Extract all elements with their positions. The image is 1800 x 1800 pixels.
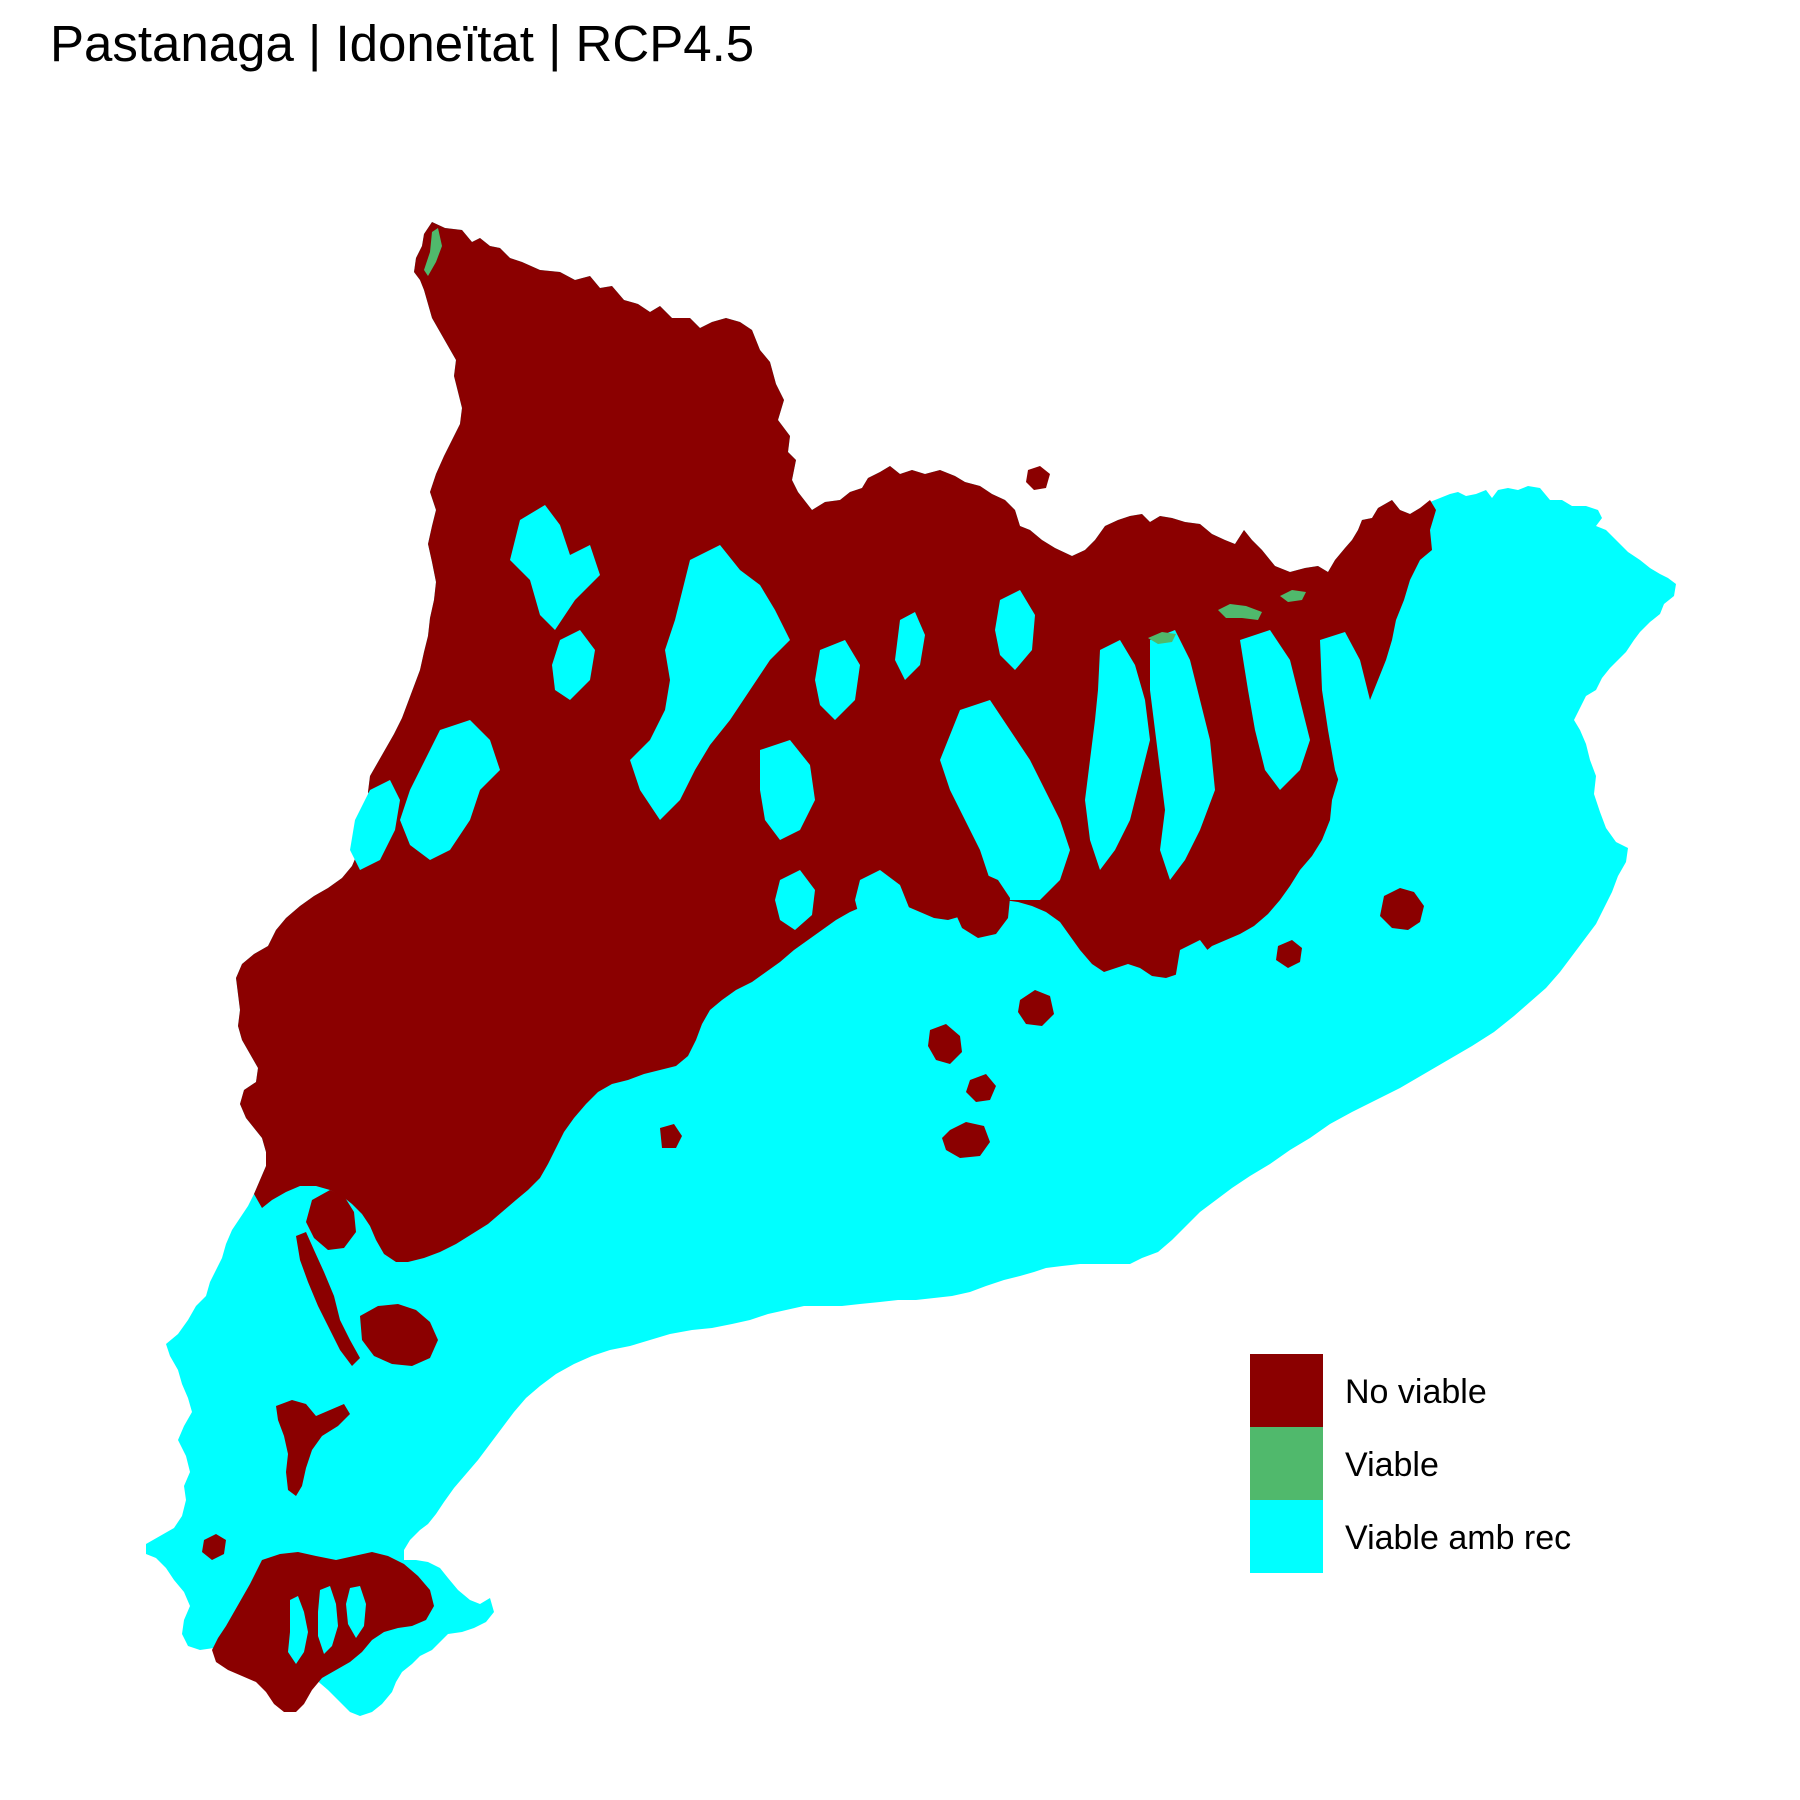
legend-swatch-no-viable	[1250, 1354, 1323, 1427]
map-valleys-viable-amb-rec	[350, 505, 1372, 995]
map-region-no-viable	[236, 222, 1436, 1262]
legend-label-viable-amb-rec: Viable amb rec	[1345, 1519, 1572, 1557]
legend-swatch-viable	[1250, 1427, 1323, 1500]
legend-item-no-viable: No viable	[1250, 1354, 1650, 1427]
map-delta-streaks	[288, 1586, 366, 1664]
legend: No viable Viable Viable amb rec	[1250, 1354, 1650, 1573]
map-streaks-viable	[424, 228, 1306, 644]
legend-swatch-viable-amb-rec	[1250, 1500, 1323, 1573]
legend-item-viable: Viable	[1250, 1427, 1650, 1500]
legend-item-viable-amb-rec: Viable amb rec	[1250, 1500, 1650, 1573]
legend-label-no-viable: No viable	[1345, 1373, 1487, 1411]
page-title: Pastanaga | Idoneïtat | RCP4.5	[50, 15, 755, 72]
legend-label-viable: Viable	[1345, 1446, 1439, 1484]
